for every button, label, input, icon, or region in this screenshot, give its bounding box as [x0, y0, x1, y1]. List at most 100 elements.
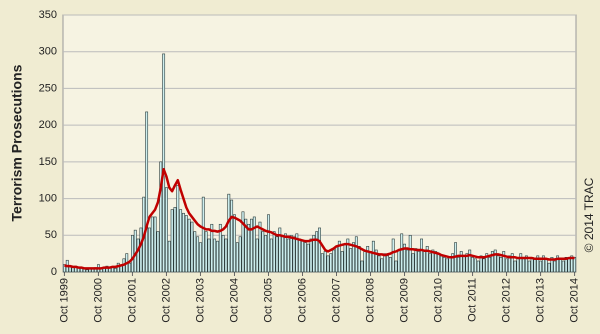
x-tick-label: Oct 1999 [58, 278, 70, 323]
x-tick-label: Oct 2002 [160, 278, 172, 323]
bar [411, 253, 415, 273]
bar [465, 253, 469, 273]
x-tick-label: Oct 2014 [568, 278, 580, 323]
bar [471, 257, 474, 273]
bar [337, 240, 341, 273]
bar [199, 242, 202, 273]
bar [539, 260, 543, 273]
bar [437, 253, 440, 273]
bar [550, 257, 554, 273]
bar [173, 207, 177, 273]
bar [295, 233, 299, 273]
bar [332, 249, 336, 273]
bar [284, 233, 287, 273]
bar [306, 243, 310, 273]
bar [227, 193, 231, 273]
bar [278, 227, 282, 273]
bar [136, 238, 140, 273]
y-tick-label: 150 [39, 156, 57, 168]
bar [570, 255, 574, 273]
x-tick-label: Oct 2007 [330, 278, 342, 323]
bar [352, 242, 355, 273]
bar [354, 236, 358, 273]
bar [267, 214, 270, 273]
bar [258, 221, 262, 273]
bar [536, 255, 540, 273]
bar [289, 234, 293, 273]
bar [315, 231, 319, 273]
x-tick-label: Oct 2011 [466, 278, 478, 322]
bar [216, 240, 219, 273]
bar [380, 258, 384, 273]
bar [462, 255, 466, 273]
y-tick-label: 0 [51, 266, 57, 278]
bar [179, 209, 183, 273]
bar [264, 234, 268, 273]
x-tick-label: Oct 2001 [126, 278, 138, 323]
bar [247, 223, 251, 273]
bar [428, 253, 432, 273]
bar [476, 260, 480, 273]
bar [184, 215, 188, 273]
bar [488, 257, 491, 273]
y-tick-label: 50 [45, 229, 57, 241]
bar [320, 253, 324, 273]
bar [218, 223, 222, 273]
y-tick-label: 350 [39, 9, 57, 21]
bar [369, 251, 372, 273]
bar [326, 255, 330, 273]
bar [105, 265, 109, 273]
bar [417, 251, 421, 273]
bar [309, 238, 313, 273]
bar [493, 249, 497, 273]
bar [272, 231, 276, 273]
bar [255, 238, 259, 273]
bar [519, 253, 523, 273]
bar [490, 251, 494, 273]
bar [357, 246, 361, 273]
bar [182, 212, 185, 273]
bar [499, 257, 503, 273]
bar [349, 248, 353, 273]
bar [139, 227, 143, 273]
bar [482, 258, 486, 273]
bar [131, 234, 134, 273]
bar [502, 251, 506, 273]
bar [496, 255, 500, 273]
bar [505, 258, 508, 273]
y-tick-label: 250 [39, 82, 57, 94]
bar [329, 253, 333, 273]
bar [556, 255, 560, 273]
y-tick-label: 100 [39, 192, 57, 204]
bar [190, 221, 194, 273]
bar [363, 251, 367, 273]
bar [434, 251, 438, 273]
bar [119, 265, 123, 273]
bar [405, 249, 409, 273]
bar [439, 255, 443, 273]
bar [468, 249, 472, 273]
bar [244, 218, 248, 273]
bar [544, 258, 548, 273]
bar [261, 231, 265, 273]
bar [388, 257, 392, 273]
bar [176, 185, 180, 273]
bar [403, 243, 406, 273]
x-tick-label: Oct 2000 [92, 278, 104, 323]
bar [233, 214, 236, 273]
bar [340, 251, 344, 273]
bar [567, 258, 571, 273]
x-tick-label: Oct 2012 [500, 278, 512, 323]
bar [442, 257, 446, 273]
bar [269, 238, 273, 273]
x-tick-label: Oct 2005 [262, 278, 274, 323]
bar [386, 255, 389, 273]
bar [318, 227, 321, 273]
bar [210, 223, 214, 273]
bar [343, 243, 347, 273]
bar [377, 255, 381, 273]
bar [281, 234, 285, 273]
bar [213, 238, 217, 273]
